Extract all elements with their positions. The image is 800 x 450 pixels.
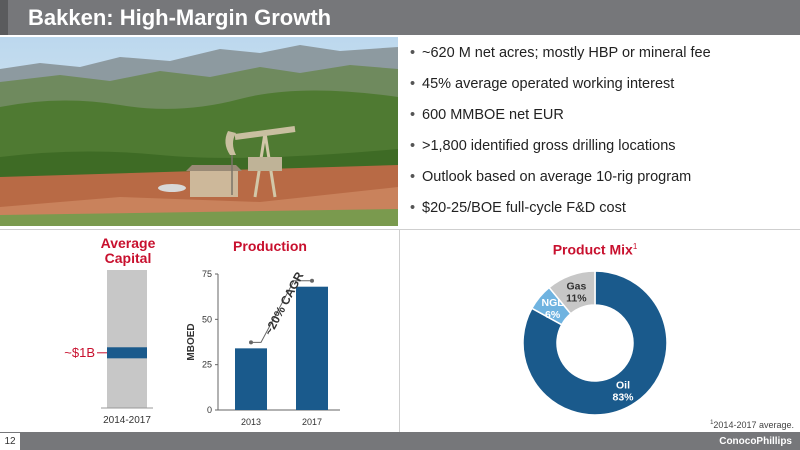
- slide-title: Bakken: High-Margin Growth: [28, 5, 332, 30]
- title-accent: [0, 0, 8, 35]
- footnote-text: 2014-2017 average.: [713, 420, 794, 430]
- production-bar-2017: [296, 286, 328, 410]
- production-x-tick-label: 2013: [241, 417, 261, 427]
- bullet-item: >1,800 identified gross drilling locatio…: [410, 135, 795, 166]
- production-y-tick-label: 0: [207, 405, 212, 415]
- donut-label-value: 6%: [545, 309, 561, 321]
- bullet-item: 600 MMBOE net EUR: [410, 104, 795, 135]
- production-x-tick-label: 2017: [302, 417, 322, 427]
- cagr-connector: [251, 280, 312, 343]
- production-chart-title: Production: [233, 238, 307, 254]
- capital-annotation: ~$1B: [64, 345, 95, 360]
- capital-range-bar: [107, 347, 147, 359]
- production-y-tick-label: 50: [202, 314, 212, 324]
- title-bar: Bakken: High-Margin Growth: [0, 0, 800, 35]
- capital-chart: ~$1B 2014-2017: [64, 270, 153, 426]
- production-bar-2013: [235, 348, 267, 410]
- capital-category-label: 2014-2017: [103, 415, 151, 426]
- capital-background-bar: [107, 270, 147, 408]
- donut-slice-oil: [522, 270, 668, 416]
- company-logo: ConocoPhillips: [719, 436, 792, 447]
- donut-label-value: 83%: [612, 391, 634, 403]
- capital-chart-title: Average Capital: [100, 235, 156, 266]
- donut-slice-gas: [548, 270, 596, 315]
- bullet-item: Outlook based on average 10-rig program: [410, 166, 795, 197]
- production-y-axis-label: MBOED: [186, 323, 197, 360]
- product-mix-title-text: Product Mix: [552, 241, 633, 258]
- donut-label-name: NGL: [542, 297, 565, 309]
- donut-label-value: 11%: [566, 292, 587, 304]
- bullet-item: $20-25/BOE full-cycle F&D cost: [410, 197, 795, 228]
- donut-label-name: Oil: [616, 379, 630, 391]
- highlight-bullets: ~620 M net acres; mostly HBP or mineral …: [410, 42, 795, 228]
- bullet-item: ~620 M net acres; mostly HBP or mineral …: [410, 42, 795, 73]
- pumpjack-photo: [0, 37, 398, 226]
- donut-label-name: Gas: [566, 280, 586, 292]
- bullet-item: 45% average operated working interest: [410, 73, 795, 104]
- footer-bar: [0, 432, 800, 450]
- footnote: 12014-2017 average.: [710, 420, 794, 430]
- column-divider: [399, 230, 400, 432]
- product-mix-footnote-marker: 1: [632, 242, 638, 251]
- section-divider: [0, 229, 800, 230]
- page-number: 12: [0, 433, 20, 450]
- product-mix-title: Product Mix1: [540, 239, 650, 258]
- production-y-tick-label: 75: [202, 269, 212, 279]
- footnote-marker: 1: [710, 420, 714, 426]
- production-y-tick-label: 25: [202, 360, 212, 370]
